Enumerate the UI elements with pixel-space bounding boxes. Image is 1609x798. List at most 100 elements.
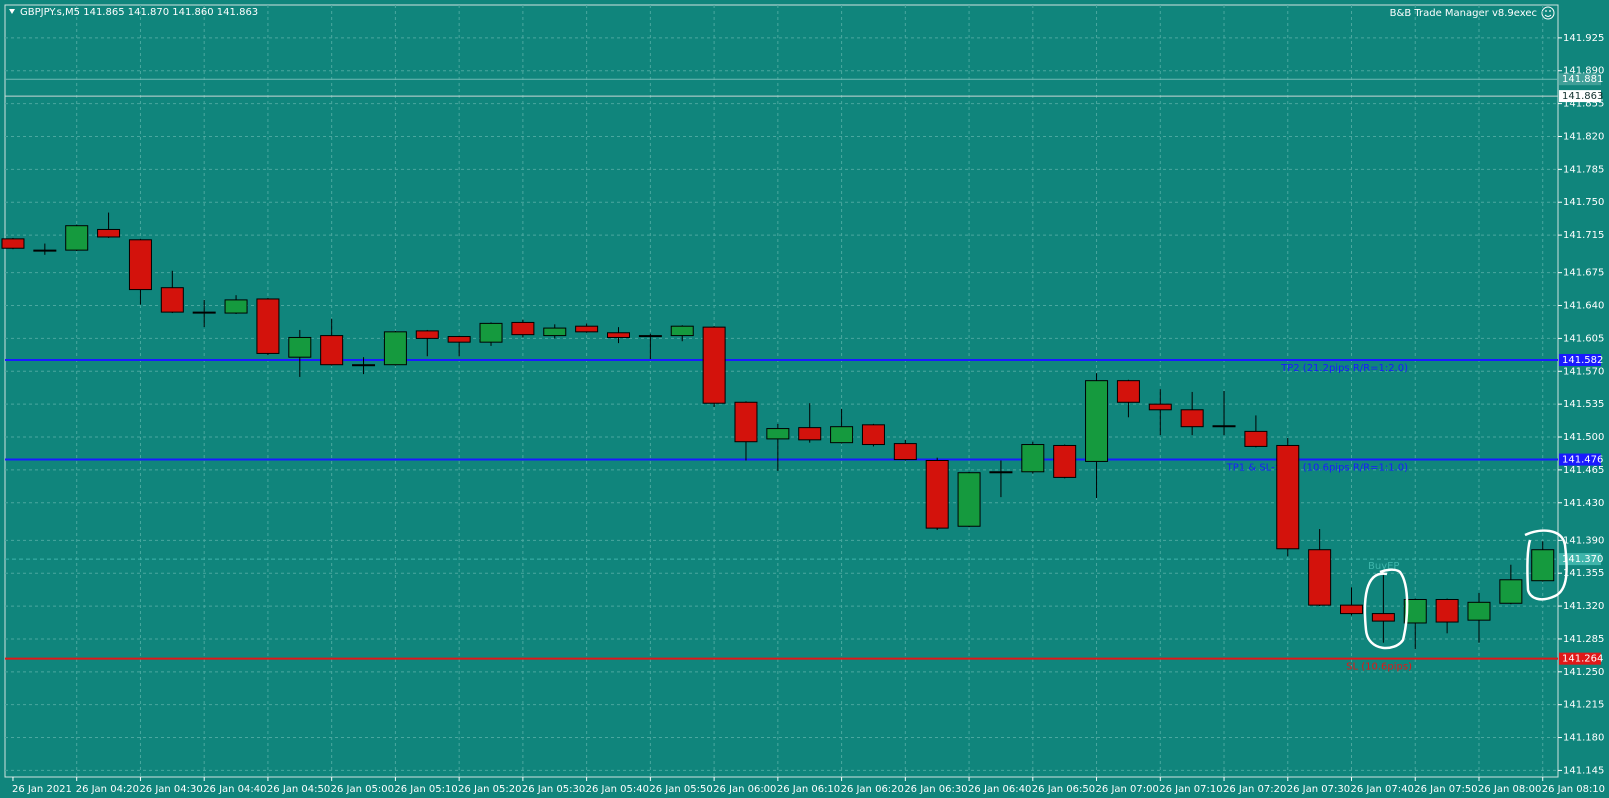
x-tick-label: 26 Jan 05:40	[586, 784, 649, 795]
x-tick-label: 26 Jan 08:10	[1542, 784, 1605, 795]
y-tick-label: 141.465	[1563, 465, 1604, 476]
candle-body	[511, 321, 535, 336]
candle-body	[1180, 409, 1204, 428]
x-tick-label: 26 Jan 05:20	[458, 784, 521, 795]
candle-body	[320, 335, 344, 366]
x-tick-label: 26 Jan 04:30	[139, 784, 202, 795]
x-tick-label: 26 Jan 2021	[12, 784, 72, 795]
candle-body	[670, 325, 694, 337]
y-tick-label: 141.785	[1563, 164, 1604, 175]
candle-body	[1, 238, 25, 249]
candle-body	[1244, 430, 1268, 447]
candle-body	[1403, 598, 1427, 624]
y-tick-label: 141.180	[1563, 733, 1604, 744]
candle-body	[415, 330, 439, 339]
y-tick-label: 141.750	[1563, 197, 1604, 208]
candle-body	[65, 225, 89, 251]
level-price-box	[1559, 553, 1601, 566]
y-tick-label: 141.605	[1563, 333, 1604, 344]
y-tick-label: 141.855	[1563, 99, 1604, 110]
candle-body	[224, 299, 248, 314]
candle-body	[1085, 380, 1109, 462]
candle-body	[1499, 579, 1523, 604]
candle-body	[1021, 444, 1045, 473]
level-price-label: 141.582	[1562, 355, 1603, 366]
candle-body	[957, 472, 981, 527]
y-tick-label: 141.215	[1563, 700, 1604, 711]
y-tick-label: 141.320	[1563, 601, 1604, 612]
level-label: TP2 (21.2pips R/R=1:2.0)	[1280, 363, 1408, 374]
freehand-annotation	[1524, 529, 1568, 601]
level-price-label: 141.476	[1562, 455, 1603, 466]
chart-title: GBPJPY.s,M5 141.865 141.870 141.860 141.…	[20, 7, 258, 18]
x-tick-label: 26 Jan 07:30	[1287, 784, 1350, 795]
candle-body	[638, 335, 662, 338]
level-price-box	[1559, 73, 1601, 86]
y-tick-label: 141.820	[1563, 131, 1604, 142]
candle-body	[97, 228, 121, 238]
y-tick-label: 141.250	[1563, 667, 1604, 678]
candle-body	[1148, 403, 1172, 411]
candle-body	[798, 427, 822, 441]
candle-body	[1435, 598, 1459, 623]
candle-body	[1116, 380, 1140, 403]
candle-body	[575, 325, 599, 333]
y-tick-label: 141.145	[1563, 765, 1604, 776]
y-tick-label: 141.890	[1563, 66, 1604, 77]
y-tick-label: 141.430	[1563, 498, 1604, 509]
candle-body	[989, 471, 1013, 474]
candle-body	[543, 327, 567, 337]
x-tick-label: 26 Jan 05:00	[331, 784, 394, 795]
plot-frame	[4, 4, 1559, 778]
level-price-box	[1559, 354, 1601, 367]
x-tick-label: 26 Jan 06:10	[777, 784, 840, 795]
level-label: TP1 & SL->B/E (10.6pips R/R=1:1.0)	[1226, 463, 1408, 474]
x-tick-label: 26 Jan 04:20	[76, 784, 139, 795]
candle-body	[288, 336, 312, 358]
x-tick-label: 26 Jan 05:30	[522, 784, 585, 795]
x-tick-label: 26 Jan 07:40	[1351, 784, 1414, 795]
y-tick-label: 141.570	[1563, 366, 1604, 377]
candle-body	[1467, 601, 1491, 621]
x-tick-label: 26 Jan 06:30	[904, 784, 967, 795]
y-tick-label: 141.390	[1563, 535, 1604, 546]
candle-body	[447, 336, 471, 343]
candle-body	[33, 249, 57, 252]
x-tick-label: 26 Jan 08:00	[1478, 784, 1541, 795]
indicator-label: B&B Trade Manager v8.9exec	[1390, 8, 1537, 19]
y-tick-label: 141.925	[1563, 33, 1604, 44]
candle-body	[128, 239, 152, 291]
x-tick-label: 26 Jan 05:50	[649, 784, 712, 795]
candle-body	[861, 424, 885, 446]
level-price-label: 141.264	[1562, 654, 1603, 665]
y-tick-label: 141.355	[1563, 568, 1604, 579]
candle-body	[1308, 549, 1332, 606]
y-tick-label: 141.640	[1563, 301, 1604, 312]
candle-body	[383, 331, 407, 366]
y-tick-label: 141.500	[1563, 432, 1604, 443]
candle-body	[830, 426, 854, 444]
candle-body	[766, 428, 790, 440]
level-label: SL (10.6pips)	[1346, 662, 1412, 673]
x-tick-label: 26 Jan 05:10	[394, 784, 457, 795]
candle-body	[734, 401, 758, 443]
level-price-box	[1559, 90, 1601, 103]
candle-body	[606, 332, 630, 338]
candle-body	[1212, 425, 1236, 428]
x-tick-label: 26 Jan 06:00	[713, 784, 776, 795]
candle-body	[160, 287, 184, 313]
level-price-box	[1559, 453, 1601, 466]
x-tick-label: 26 Jan 06:20	[841, 784, 904, 795]
smiley-icon	[1541, 6, 1555, 20]
freehand-annotation	[1363, 568, 1409, 650]
level-price-box	[1559, 652, 1601, 665]
candle-body	[925, 459, 949, 529]
candle-body	[192, 311, 216, 314]
candle-body	[1531, 549, 1555, 582]
level-price-label: 141.863	[1562, 91, 1603, 102]
menu-arrow[interactable]	[9, 9, 15, 14]
level-label: BuyEP	[1368, 561, 1399, 572]
y-tick-label: 141.715	[1563, 230, 1604, 241]
